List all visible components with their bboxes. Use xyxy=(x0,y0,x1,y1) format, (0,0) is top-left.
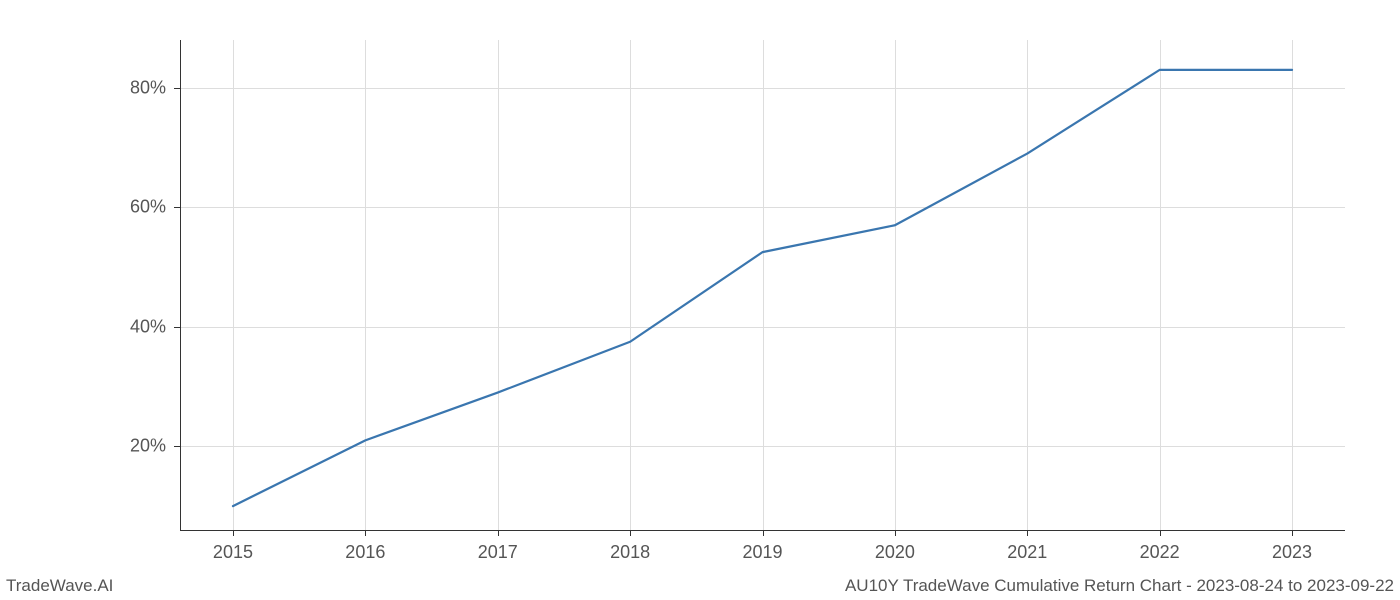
footer-right-label: AU10Y TradeWave Cumulative Return Chart … xyxy=(845,576,1394,596)
footer-left-label: TradeWave.AI xyxy=(6,576,113,596)
series-line xyxy=(0,0,1400,600)
